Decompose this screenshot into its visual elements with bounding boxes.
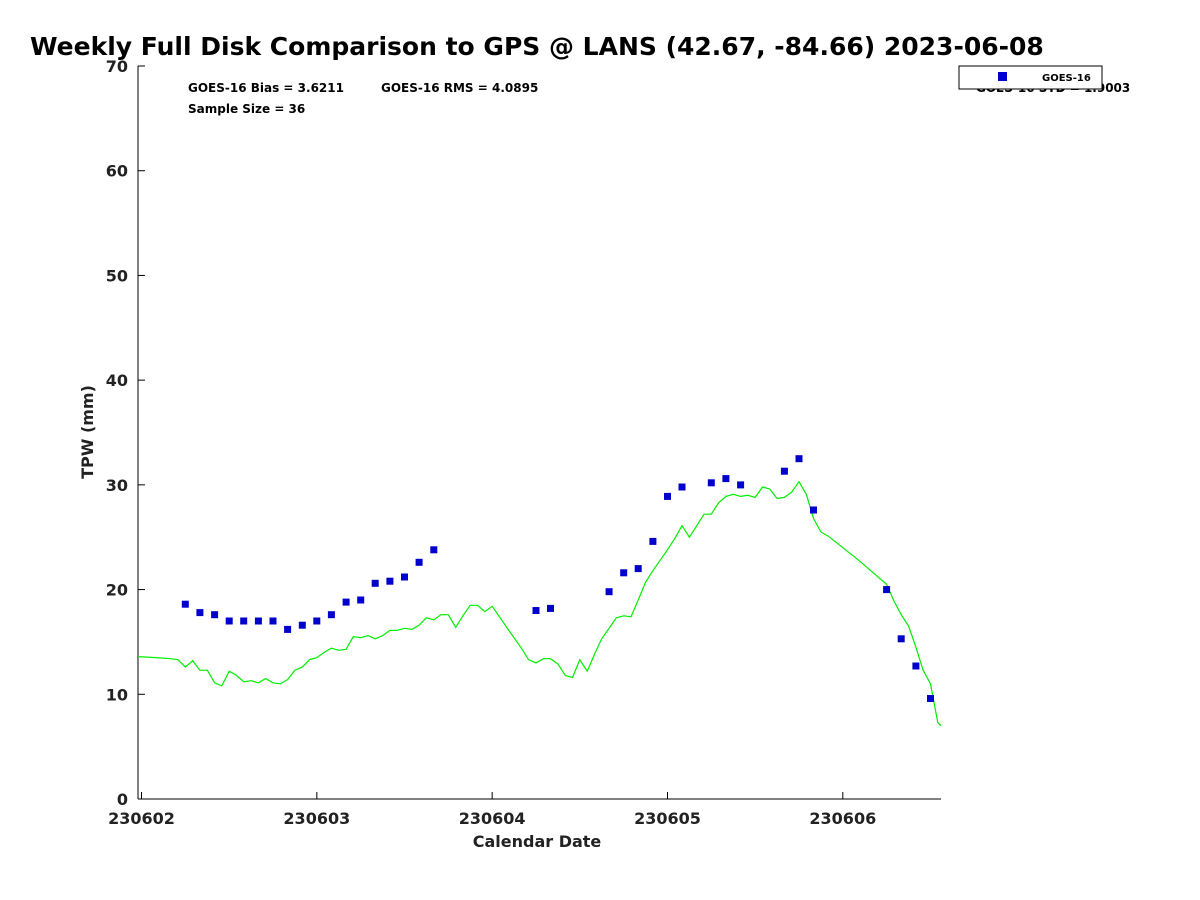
legend-marker bbox=[998, 72, 1007, 81]
rms-stat: GOES-16 RMS = 4.0895 bbox=[381, 81, 538, 95]
x-tick-label: 230602 bbox=[108, 809, 175, 828]
goes16-point bbox=[678, 483, 686, 491]
goes16-point bbox=[196, 609, 204, 617]
bias-stat: GOES-16 Bias = 3.6211 bbox=[188, 81, 344, 95]
goes16-point bbox=[254, 617, 262, 625]
goes16-point bbox=[240, 617, 248, 625]
legend-label: GOES-16 bbox=[1042, 73, 1091, 84]
goes16-point bbox=[810, 506, 817, 514]
goes16-point bbox=[532, 607, 540, 614]
goes16-point bbox=[298, 621, 306, 629]
goes16-point bbox=[386, 577, 394, 585]
goes16-point bbox=[181, 600, 189, 608]
goes16-point bbox=[780, 467, 788, 475]
goes16-point bbox=[620, 569, 628, 577]
goes16-point bbox=[313, 617, 321, 625]
goes16-point bbox=[401, 573, 408, 581]
goes16-point bbox=[795, 455, 803, 463]
x-tick-label: 230603 bbox=[283, 809, 350, 828]
goes16-point bbox=[707, 479, 715, 487]
goes16-point bbox=[605, 588, 613, 596]
sample-size-stat: Sample Size = 36 bbox=[188, 102, 305, 116]
goes16-point bbox=[927, 695, 934, 702]
goes16-point bbox=[664, 492, 671, 500]
goes16-point bbox=[284, 625, 292, 633]
goes16-point bbox=[722, 475, 730, 483]
goes16-point bbox=[342, 598, 350, 606]
goes16-point bbox=[634, 565, 642, 573]
goes16-point bbox=[883, 586, 891, 594]
goes16-point bbox=[547, 604, 554, 612]
y-tick-label: 70 bbox=[106, 57, 128, 76]
x-tick-label: 230606 bbox=[809, 809, 876, 828]
y-tick-label: 60 bbox=[106, 162, 128, 181]
y-tick-label: 20 bbox=[106, 581, 128, 600]
goes16-point bbox=[897, 635, 905, 643]
gps-tpw-line bbox=[137, 480, 942, 727]
y-tick-label: 50 bbox=[106, 266, 128, 285]
y-tick-label: 30 bbox=[106, 476, 128, 495]
goes16-point bbox=[415, 558, 423, 566]
goes16-point bbox=[327, 611, 335, 619]
goes16-point bbox=[269, 617, 277, 625]
chart-title: Weekly Full Disk Comparison to GPS @ LAN… bbox=[30, 32, 1044, 61]
goes16-point bbox=[912, 662, 920, 670]
x-tick-label: 230605 bbox=[634, 809, 701, 828]
legend-border bbox=[958, 65, 1103, 90]
y-tick-label: 40 bbox=[106, 371, 128, 390]
x-tick-label: 230604 bbox=[459, 809, 526, 828]
x-axis-label: Calendar Date bbox=[473, 832, 602, 851]
plot-area bbox=[137, 455, 942, 727]
y-tick-label: 0 bbox=[117, 790, 128, 809]
axes: 0 10 20 30 40 50 60 70 230602 230603 230604 230605 2… bbox=[106, 57, 941, 828]
goes16-point bbox=[430, 546, 438, 554]
goes16-point bbox=[371, 579, 379, 587]
goes16-point bbox=[737, 481, 745, 489]
goes16-point bbox=[211, 611, 219, 619]
goes16-point bbox=[357, 596, 365, 604]
goes16-point bbox=[225, 617, 233, 625]
goes16-point bbox=[649, 537, 657, 545]
y-axis-label: TPW (mm) bbox=[78, 385, 97, 479]
y-tick-label: 10 bbox=[106, 685, 128, 704]
legend-cover bbox=[959, 66, 1102, 89]
